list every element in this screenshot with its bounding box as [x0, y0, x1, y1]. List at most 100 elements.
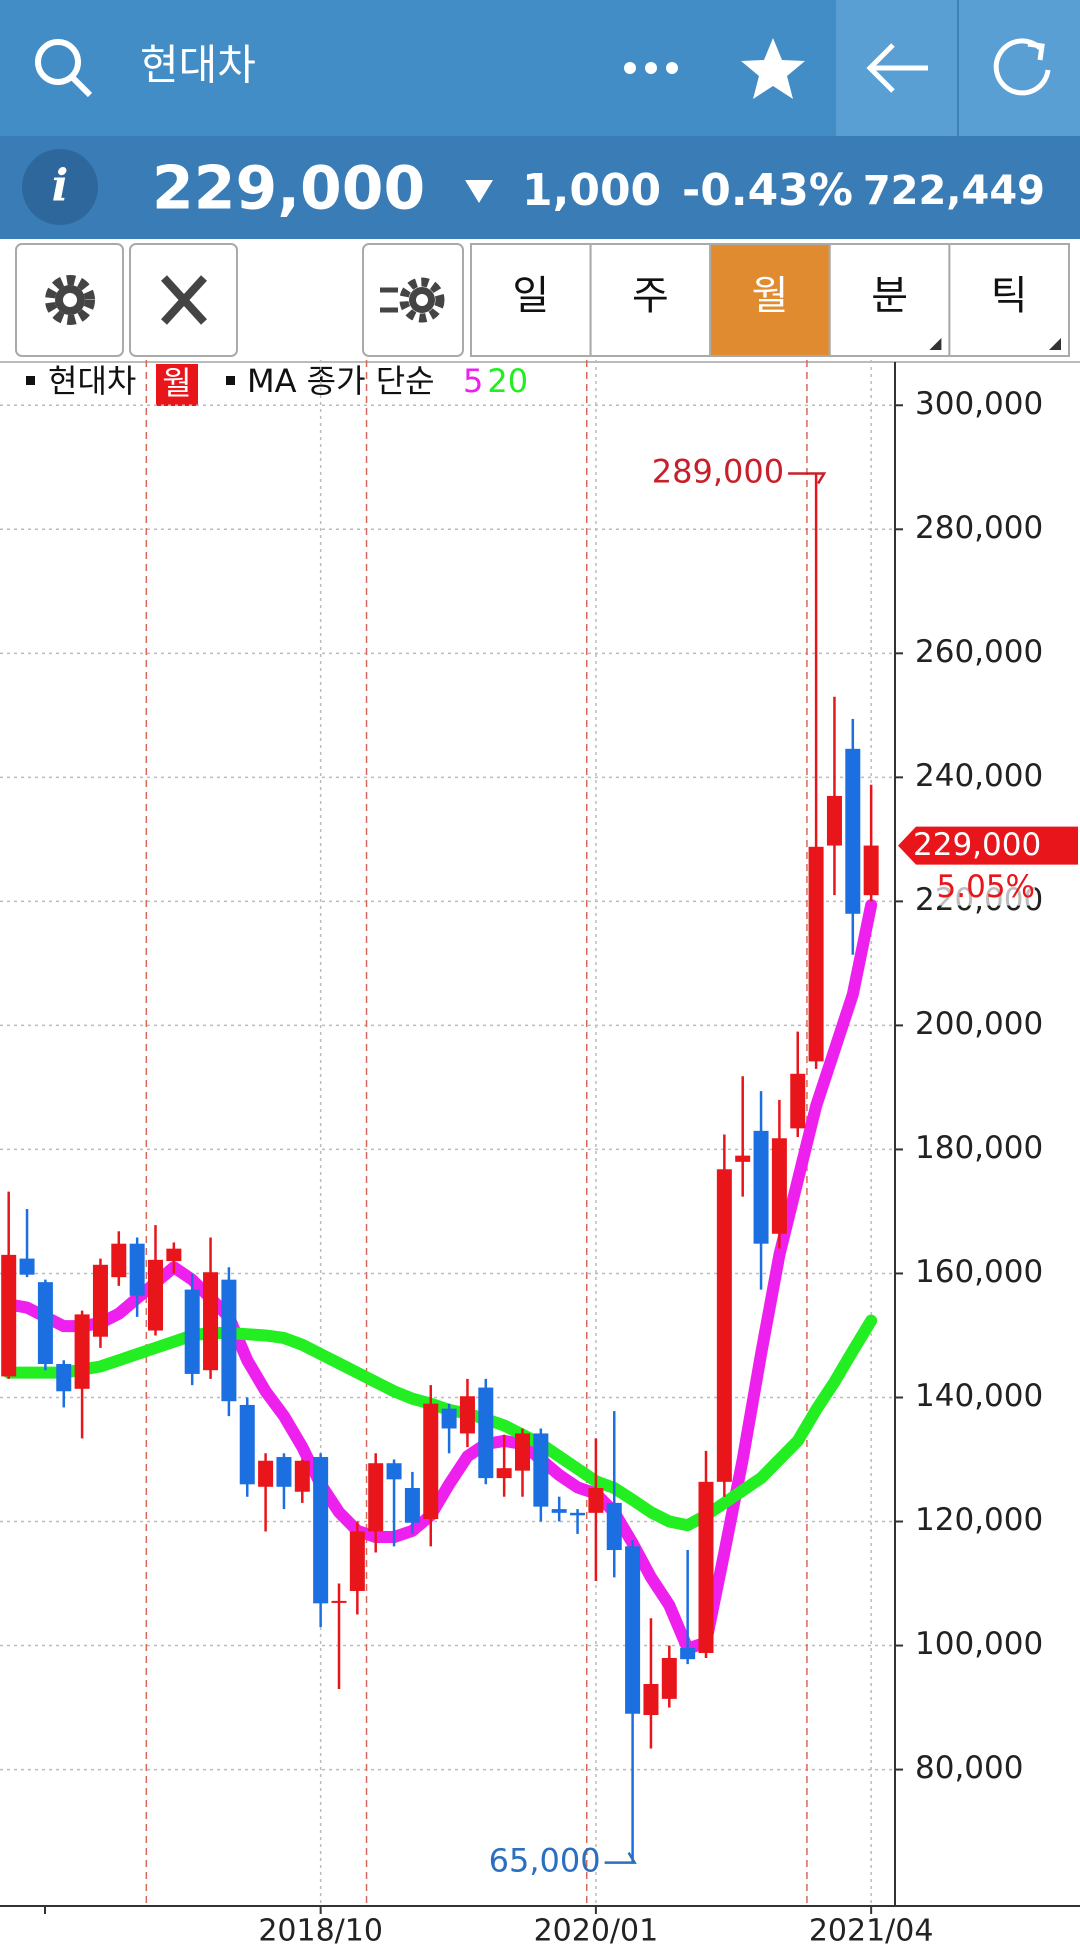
price-tag-change: 5.05% [937, 869, 1035, 905]
candle-body [349, 1531, 365, 1591]
candle-body [771, 1138, 787, 1234]
candle-body [294, 1460, 310, 1492]
back-button[interactable] [866, 43, 928, 93]
y-tick-label: 180,000 [915, 1130, 1043, 1166]
search-button[interactable] [35, 39, 93, 98]
candle-body [441, 1408, 457, 1429]
candle-body [404, 1488, 420, 1523]
max-pointer [788, 472, 827, 485]
candle-body [625, 1546, 641, 1714]
candle-body [129, 1243, 145, 1296]
candle-body [496, 1468, 512, 1479]
candle-body [258, 1460, 274, 1487]
period-label: 틱 [991, 273, 1028, 319]
candle-body [551, 1509, 567, 1513]
period-label: 분 [871, 273, 908, 319]
price-change: 1,000 [522, 165, 661, 216]
info-icon: i [52, 161, 69, 212]
price-tag-label: 229,000 [913, 827, 1041, 863]
candle-body [386, 1463, 402, 1480]
y-tick-label: 300,000 [915, 386, 1043, 422]
x-tick-label: 2018/10 [258, 1914, 383, 1946]
legend-ma-period: 20 [487, 362, 528, 400]
max-label: 289,000 [652, 452, 784, 490]
candle-body [331, 1600, 347, 1603]
indicator-settings-button[interactable] [362, 243, 464, 357]
candle-body [56, 1364, 72, 1392]
candle-body [313, 1457, 329, 1604]
candle-body [533, 1433, 549, 1507]
candle-body [790, 1073, 806, 1129]
candle-body [423, 1403, 439, 1520]
candle-body [203, 1272, 219, 1371]
candle-body [826, 795, 842, 846]
candle-body [863, 845, 879, 896]
tools-button[interactable] [129, 243, 238, 357]
candle-body [368, 1463, 384, 1532]
current-price: 229,000 [152, 154, 425, 224]
candle-body [845, 748, 861, 914]
candle-body [753, 1130, 769, 1244]
dropdown-corner [1049, 338, 1061, 350]
candle-body [148, 1259, 163, 1331]
period-button[interactable] [589, 243, 712, 357]
settings-button[interactable] [15, 243, 124, 357]
y-tick-label: 140,000 [915, 1378, 1043, 1414]
candle-body [111, 1243, 127, 1278]
y-tick-label: 120,000 [915, 1502, 1043, 1538]
candle-body [478, 1387, 494, 1479]
refresh-button[interactable] [993, 38, 1051, 96]
period-button[interactable] [948, 243, 1071, 357]
candle-body [221, 1279, 237, 1402]
candle-body [716, 1169, 732, 1482]
min-label: 65,000 [489, 1842, 601, 1880]
x-tick-label: 2020/01 [534, 1914, 659, 1946]
period-label: 일 [512, 273, 549, 319]
candle-body [680, 1648, 696, 1660]
period-button[interactable] [709, 243, 831, 357]
y-tick-label: 280,000 [915, 510, 1043, 546]
y-tick-label: 240,000 [915, 758, 1043, 794]
legend-period: 월 [162, 364, 191, 402]
y-tick-label: 100,000 [915, 1626, 1043, 1662]
x-tick-label: 2021/04 [809, 1914, 934, 1946]
stock-name: 현대차 [140, 41, 256, 90]
y-tick-label: 80,000 [915, 1750, 1023, 1786]
y-tick-label: 200,000 [915, 1006, 1043, 1042]
candle-body [606, 1502, 622, 1551]
candle-body [459, 1396, 475, 1434]
volume: 722,449 [863, 168, 1045, 214]
legend-ma: MA 종가 단순 [247, 362, 435, 400]
candle-body [735, 1155, 751, 1162]
candle-body [166, 1248, 182, 1262]
info-button[interactable] [22, 149, 98, 225]
dropdown-corner [929, 338, 942, 350]
candle-body [515, 1433, 530, 1471]
more-button[interactable] [624, 62, 678, 74]
price-bar [0, 136, 1080, 239]
candle-body [643, 1683, 659, 1715]
favorite-button[interactable] [741, 38, 805, 99]
pct-bg [935, 871, 1035, 906]
candle-body [19, 1258, 35, 1275]
candle-body [184, 1289, 200, 1374]
candle-body [92, 1264, 108, 1337]
ma-line [2, 1314, 878, 1532]
y-tick-label: 160,000 [915, 1254, 1043, 1290]
legend-ma-period: 5 [463, 362, 483, 400]
y-tick-label: 260,000 [915, 634, 1043, 670]
candle-body [698, 1481, 714, 1653]
candle-body [74, 1314, 90, 1389]
min-pointer [604, 1851, 637, 1864]
price-tag [898, 826, 1078, 865]
candle-body [276, 1457, 292, 1487]
period-label: 주 [632, 273, 669, 319]
period-button[interactable] [828, 243, 951, 357]
change-percent: -0.43% [682, 165, 853, 216]
candle-body [588, 1488, 604, 1513]
legend-marker [26, 376, 35, 385]
candle-body [37, 1282, 53, 1365]
candle-body [1, 1254, 17, 1377]
